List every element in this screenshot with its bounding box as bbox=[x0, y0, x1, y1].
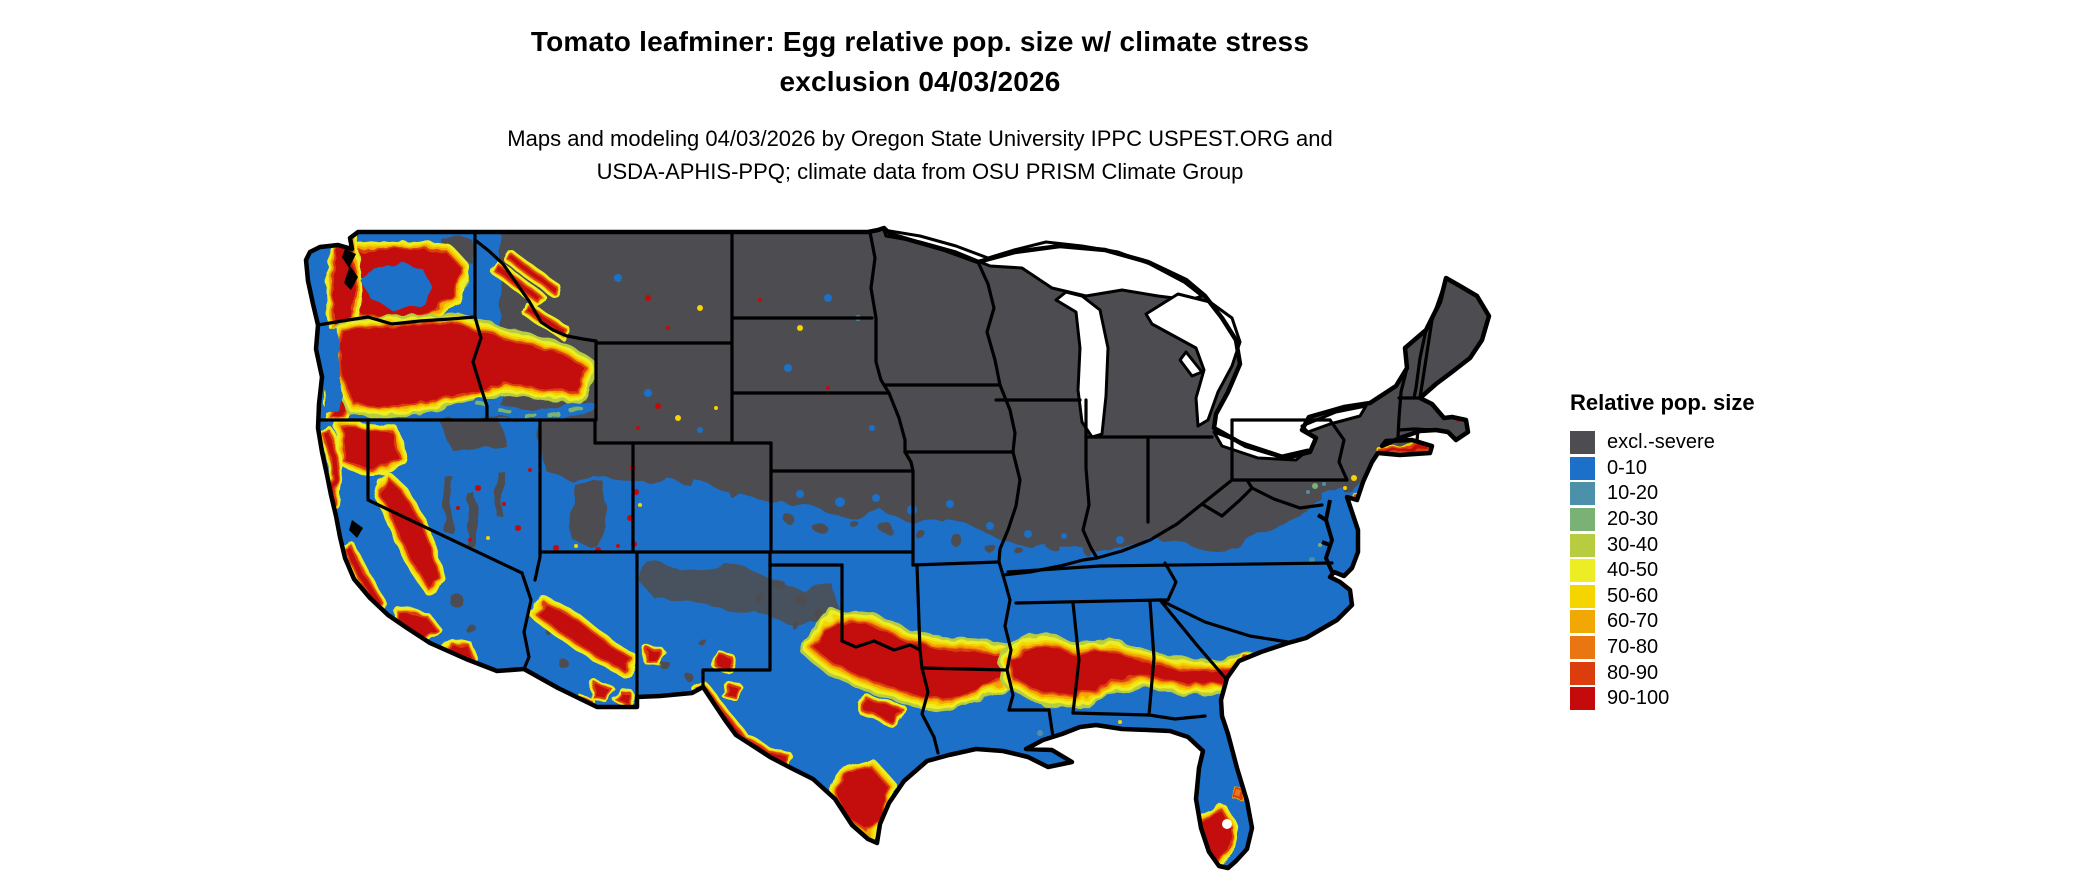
legend-swatch bbox=[1570, 533, 1595, 557]
legend-swatch bbox=[1570, 687, 1595, 711]
legend-swatch bbox=[1570, 584, 1595, 608]
legend-swatch bbox=[1570, 636, 1595, 660]
legend: Relative pop. size excl.-severe 0-10 10-20… bbox=[1570, 390, 1870, 712]
chart-title: Tomato leafminer: Egg relative pop. size… bbox=[0, 22, 1840, 102]
legend-item: 80-90 bbox=[1570, 660, 1870, 686]
legend-item-label: 40-50 bbox=[1607, 559, 1659, 582]
title-line-1: Tomato leafminer: Egg relative pop. size… bbox=[530, 26, 1310, 57]
legend-swatch bbox=[1570, 508, 1595, 532]
legend-swatch bbox=[1570, 456, 1595, 480]
legend-item-label: 60-70 bbox=[1607, 610, 1659, 633]
subtitle-line-1: Maps and modeling 04/03/2026 by Oregon S… bbox=[507, 126, 1333, 151]
legend-item: 20-30 bbox=[1570, 507, 1870, 533]
chart-subtitle: Maps and modeling 04/03/2026 by Oregon S… bbox=[0, 122, 1840, 188]
legend-swatch bbox=[1570, 661, 1595, 685]
legend-rows: excl.-severe 0-10 10-20 20-30 30-40 40-50 50-6… bbox=[1570, 430, 1870, 712]
legend-item-label: 80-90 bbox=[1607, 661, 1659, 684]
legend-item: 90-100 bbox=[1570, 686, 1870, 712]
legend-item-label: 0-10 bbox=[1607, 456, 1648, 479]
legend-item-label: 90-100 bbox=[1607, 687, 1670, 710]
legend-item: 30-40 bbox=[1570, 532, 1870, 558]
legend-item: 0-10 bbox=[1570, 456, 1870, 482]
legend-item-label: 10-20 bbox=[1607, 482, 1659, 505]
legend-item-label: excl.-severe bbox=[1607, 431, 1715, 454]
legend-item-label: 70-80 bbox=[1607, 636, 1659, 659]
legend-swatch bbox=[1570, 610, 1595, 634]
legend-item: 40-50 bbox=[1570, 558, 1870, 584]
legend-swatch bbox=[1570, 431, 1595, 455]
subtitle-line-2: USDA-APHIS-PPQ; climate data from OSU PR… bbox=[596, 159, 1244, 184]
legend-swatch bbox=[1570, 482, 1595, 506]
legend-item: 50-60 bbox=[1570, 584, 1870, 610]
legend-title: Relative pop. size bbox=[1570, 390, 1755, 415]
legend-swatch bbox=[1570, 559, 1595, 583]
legend-item: 10-20 bbox=[1570, 481, 1870, 507]
legend-item-label: 20-30 bbox=[1607, 508, 1659, 531]
legend-item-label: 50-60 bbox=[1607, 584, 1659, 607]
legend-item: excl.-severe bbox=[1570, 430, 1870, 456]
title-line-2: exclusion 04/03/2026 bbox=[779, 66, 1061, 97]
legend-item: 60-70 bbox=[1570, 609, 1870, 635]
legend-item-label: 30-40 bbox=[1607, 533, 1659, 556]
legend-item: 70-80 bbox=[1570, 635, 1870, 661]
